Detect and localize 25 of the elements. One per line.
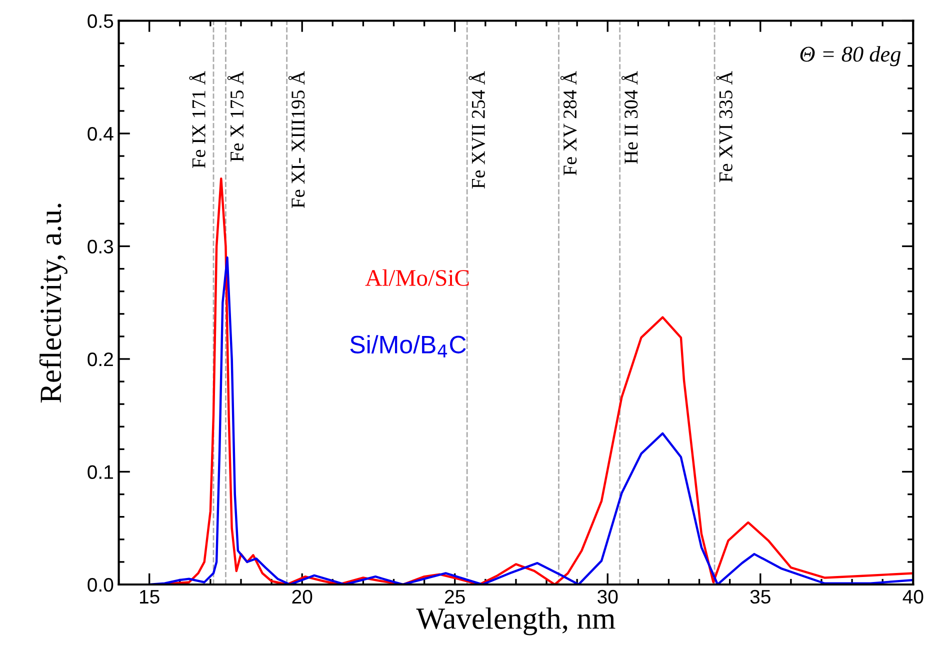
ref-line-label: He II 304 Å	[621, 71, 638, 164]
x-tick-label: 30	[598, 590, 618, 604]
ref-line-label: Fe XV 284 Å	[560, 71, 577, 176]
text: Al/Mo/SiC	[365, 269, 469, 286]
y-tick-label: 0.5	[88, 14, 114, 28]
text: Si/Mo/B$_{4}$C	[350, 335, 466, 358]
annotation: Θ = 80 deg	[800, 46, 901, 66]
ref-line-label: Fe XI- XIII195 Å	[288, 71, 305, 208]
y-tick-label: 0.1	[88, 465, 113, 479]
y-axis-title: Reflectivity, a.u.	[39, 204, 68, 403]
x-tick-label: 15	[140, 590, 160, 604]
y-tick-label: 0.2	[88, 352, 113, 366]
y-tick-label: 0.4	[88, 126, 114, 141]
x-tick-label: 20	[292, 590, 312, 604]
ref-line-label: Fe X 175 Å	[227, 71, 244, 162]
y-tick-label: 0.0	[88, 578, 114, 592]
line-series	[148, 256, 914, 584]
x-tick-label: 35	[750, 590, 770, 604]
x-tick-label: 40	[902, 590, 924, 604]
x-axis-title: Wavelength, nm	[416, 607, 616, 636]
ref-line-label: Fe IX 171 Å	[189, 71, 206, 168]
ref-line-label: Fe XVI 335 Å	[716, 71, 733, 182]
y-tick-label: 0.3	[88, 240, 114, 254]
x-tick-label: 25	[445, 590, 465, 604]
ref-line-label: Fe XVII 254 Å	[468, 71, 486, 189]
